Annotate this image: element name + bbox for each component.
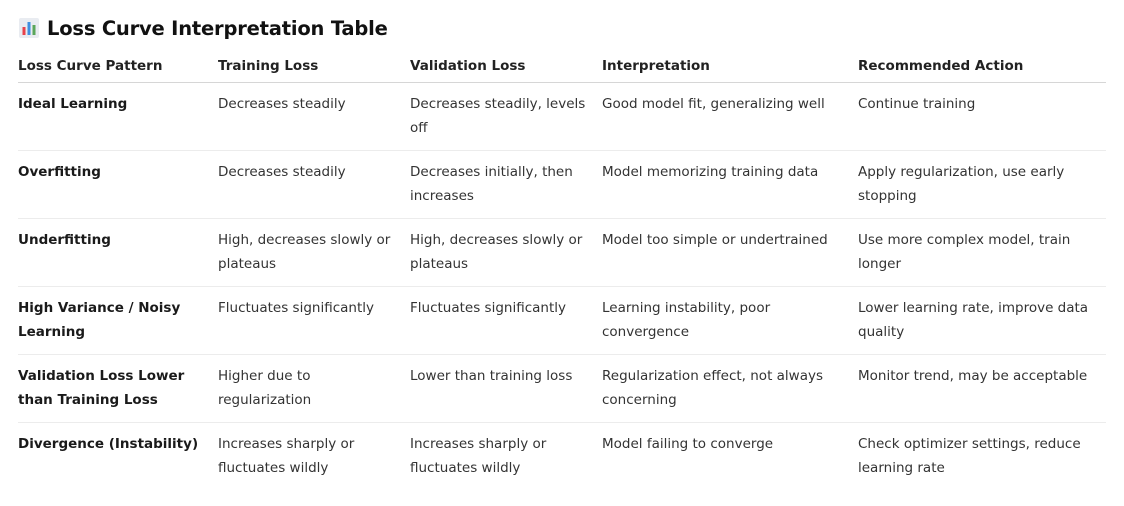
header-training-loss: Training Loss	[218, 50, 410, 83]
table-header-row: Loss Curve Pattern Training Loss Validat…	[18, 50, 1106, 83]
cell-text: Check optimizer settings, reduce learnin…	[858, 436, 1081, 476]
recommended-action-cell: Lower learning rate, improve data qualit…	[858, 286, 1106, 355]
training-loss-cell: Fluctuates significantly	[218, 286, 410, 355]
cell-text: High, decreases slowly or plateaus	[410, 232, 583, 272]
recommended-action-cell: Apply regularization, use early stopping	[858, 150, 1106, 219]
pattern-cell: High Variance / Noisy Learning	[18, 286, 218, 355]
cell-text: Apply regularization, use early stopping	[858, 164, 1065, 204]
cell-text: Fluctuates significantly	[218, 300, 374, 316]
header-recommended-action: Recommended Action	[858, 50, 1106, 83]
cell-text: Decreases steadily	[218, 96, 346, 112]
table-row: High Variance / Noisy Learning Fluctuates…	[18, 286, 1106, 355]
cell-text: Continue training	[858, 96, 976, 112]
table-body: Ideal Learning Decreases steadily Decrease…	[18, 82, 1106, 491]
interpretation-cell: Model failing to converge	[602, 423, 858, 491]
cell-text: Increases sharply or fluctuates wildly	[218, 436, 355, 476]
interpretation-cell: Regularization effect, not always concer…	[602, 354, 858, 423]
pattern-cell: Ideal Learning	[18, 82, 218, 151]
cell-text: Use more complex model, train longer	[858, 232, 1071, 272]
training-loss-cell: Decreases steadily	[218, 82, 410, 151]
header-validation-loss: Validation Loss	[410, 50, 602, 83]
recommended-action-cell: Check optimizer settings, reduce learnin…	[858, 423, 1106, 491]
cell-text: Model failing to converge	[602, 436, 774, 452]
table-row: Ideal Learning Decreases steadily Decrease…	[18, 82, 1106, 151]
training-loss-cell: Decreases steadily	[218, 150, 410, 219]
validation-loss-cell: Decreases steadily, levels off	[410, 82, 602, 151]
cell-text: Increases sharply or fluctuates wildly	[410, 436, 547, 476]
cell-text: Decreases initially, then increases	[410, 164, 573, 204]
header-pattern: Loss Curve Pattern	[18, 50, 218, 83]
table-row: Overfitting Decreases steadily Decreases i…	[18, 150, 1106, 219]
interpretation-cell: Good model fit, generalizing well	[602, 82, 858, 151]
interpretation-cell: Model memorizing training data	[602, 150, 858, 219]
loss-curve-table: Loss Curve Pattern Training Loss Validat…	[18, 50, 1106, 490]
pattern-cell: Divergence (Instability)	[18, 423, 218, 491]
page-title: Loss Curve Interpretation Table	[47, 16, 388, 40]
cell-text: Fluctuates significantly	[410, 300, 566, 316]
training-loss-cell: High, decreases slowly or plateaus	[218, 218, 410, 287]
cell-text: High, decreases slowly or plateaus	[218, 232, 391, 272]
validation-loss-cell: Fluctuates significantly	[410, 286, 602, 355]
cell-text: Lower than training loss	[410, 368, 573, 384]
recommended-action-cell: Continue training	[858, 82, 1106, 151]
cell-text: Divergence (Instability)	[18, 436, 199, 452]
cell-text: Model memorizing training data	[602, 164, 819, 180]
validation-loss-cell: Lower than training loss	[410, 354, 602, 423]
bar-chart-icon	[19, 18, 39, 38]
cell-text: Learning instability, poor convergence	[602, 300, 771, 340]
cell-text: Overfitting	[18, 164, 101, 180]
training-loss-cell: Increases sharply or fluctuates wildly	[218, 423, 410, 491]
cell-text: Validation Loss Lower than Training Loss	[18, 368, 185, 408]
cell-text: Lower learning rate, improve data qualit…	[858, 300, 1089, 340]
cell-text: Good model fit, generalizing well	[602, 96, 825, 112]
recommended-action-cell: Monitor trend, may be acceptable	[858, 354, 1106, 423]
page-title-row: Loss Curve Interpretation Table	[18, 14, 388, 42]
cell-text: Ideal Learning	[18, 96, 128, 112]
cell-text: Higher due to regularization	[218, 368, 312, 408]
table-row: Divergence (Instability) Increases sharpl…	[18, 423, 1106, 491]
validation-loss-cell: Decreases initially, then increases	[410, 150, 602, 219]
cell-text: Underfitting	[18, 232, 111, 248]
table-row: Underfitting High, decreases slowly or pl…	[18, 218, 1106, 287]
training-loss-cell: Higher due to regularization	[218, 354, 410, 423]
cell-text: Monitor trend, may be acceptable	[858, 368, 1088, 384]
cell-text: High Variance / Noisy Learning	[18, 300, 181, 340]
cell-text: Decreases steadily	[218, 164, 346, 180]
pattern-cell: Validation Loss Lower than Training Loss	[18, 354, 218, 423]
table-row: Validation Loss Lower than Training Loss…	[18, 354, 1106, 423]
validation-loss-cell: Increases sharply or fluctuates wildly	[410, 423, 602, 491]
validation-loss-cell: High, decreases slowly or plateaus	[410, 218, 602, 287]
pattern-cell: Underfitting	[18, 218, 218, 287]
header-interpretation: Interpretation	[602, 50, 858, 83]
interpretation-cell: Learning instability, poor convergence	[602, 286, 858, 355]
recommended-action-cell: Use more complex model, train longer	[858, 218, 1106, 287]
cell-text: Decreases steadily, levels off	[410, 96, 586, 136]
pattern-cell: Overfitting	[18, 150, 218, 219]
cell-text: Model too simple or undertrained	[602, 232, 828, 248]
interpretation-cell: Model too simple or undertrained	[602, 218, 858, 287]
cell-text: Regularization effect, not always concer…	[602, 368, 824, 408]
